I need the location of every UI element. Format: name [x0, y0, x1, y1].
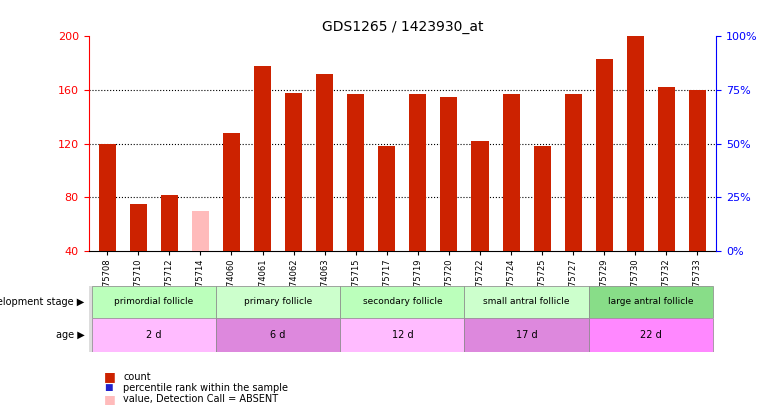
Bar — [589, 286, 713, 318]
Title: GDS1265 / 1423930_at: GDS1265 / 1423930_at — [322, 20, 483, 34]
Bar — [92, 286, 216, 318]
Text: 22 d: 22 d — [640, 330, 661, 340]
Bar — [464, 286, 589, 318]
Text: ■: ■ — [104, 393, 115, 405]
Text: ■: ■ — [104, 370, 115, 383]
Text: 17 d: 17 d — [516, 330, 537, 340]
Bar — [316, 74, 333, 251]
Bar — [627, 36, 644, 251]
Bar — [503, 94, 520, 251]
Text: 6 d: 6 d — [270, 330, 286, 340]
Text: 2 d: 2 d — [146, 330, 162, 340]
Text: small antral follicle: small antral follicle — [484, 297, 570, 306]
Text: large antral follicle: large antral follicle — [608, 297, 694, 306]
Bar — [534, 147, 551, 251]
Bar — [99, 144, 116, 251]
Bar — [92, 318, 216, 352]
Bar — [216, 318, 340, 352]
Text: 12 d: 12 d — [391, 330, 413, 340]
Text: secondary follicle: secondary follicle — [363, 297, 442, 306]
Bar — [285, 93, 302, 251]
Bar — [589, 318, 713, 352]
Text: primordial follicle: primordial follicle — [114, 297, 193, 306]
Bar — [192, 211, 209, 251]
Text: percentile rank within the sample: percentile rank within the sample — [123, 383, 288, 393]
Bar — [340, 286, 464, 318]
Bar — [471, 141, 488, 251]
Text: value, Detection Call = ABSENT: value, Detection Call = ABSENT — [123, 394, 278, 404]
Bar — [129, 204, 147, 251]
Bar — [440, 97, 457, 251]
Text: count: count — [123, 372, 151, 382]
Bar — [223, 133, 240, 251]
Text: ■: ■ — [104, 384, 112, 392]
Bar — [689, 90, 706, 251]
Bar — [596, 59, 613, 251]
Bar — [216, 286, 340, 318]
Bar — [340, 318, 464, 352]
Text: development stage ▶: development stage ▶ — [0, 297, 85, 307]
Bar — [161, 195, 178, 251]
Bar — [564, 94, 582, 251]
Text: primary follicle: primary follicle — [244, 297, 312, 306]
Bar — [254, 66, 271, 251]
Bar — [378, 147, 395, 251]
Text: age ▶: age ▶ — [56, 330, 85, 340]
Bar — [347, 94, 364, 251]
Bar — [658, 87, 675, 251]
Bar — [410, 94, 427, 251]
Bar — [464, 318, 589, 352]
